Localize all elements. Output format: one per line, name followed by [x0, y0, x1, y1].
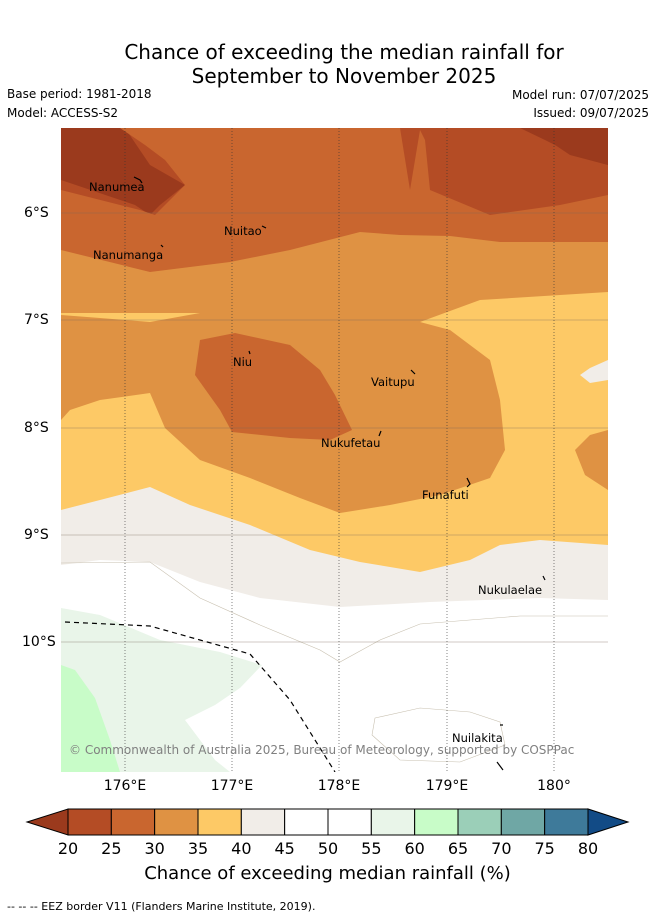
- colorbar-tick-35: 35: [187, 839, 209, 858]
- colorbar-cell-45-50: [284, 808, 329, 836]
- colorbar-cell-75-80: [544, 808, 589, 836]
- lon-label-180: 180°: [537, 778, 571, 794]
- lon-label-179e: 179°E: [425, 778, 469, 794]
- model-name: Model: ACCESS-S2: [7, 106, 119, 120]
- place-niu: Niu: [233, 355, 252, 369]
- band-60-65: [61, 665, 120, 772]
- band-30-inner-niu: [195, 333, 352, 440]
- colorbar-cell-70-75: [500, 808, 546, 836]
- colorbar-tick-40: 40: [231, 839, 252, 858]
- colorbar-cell-40-45: [240, 808, 286, 836]
- band-35-right-spot: [575, 430, 608, 490]
- lon-label-178e: 178°E: [317, 778, 361, 794]
- longitude-gridlines: [124, 128, 555, 772]
- colorbar-cell-30-35: [154, 808, 199, 836]
- copyright-notice: © Commonwealth of Australia 2025, Bureau…: [69, 743, 574, 757]
- title-line-1: Chance of exceeding the median rainfall …: [124, 40, 564, 64]
- place-nuilakita: Nuilakita: [452, 731, 503, 745]
- colorbar-tick-25: 25: [101, 839, 122, 858]
- place-nanumanga: Nanumanga: [93, 248, 163, 262]
- lat-label-8s: 8°S: [24, 420, 49, 436]
- eez-border-line: [64, 621, 336, 772]
- colorbar-tick-65: 65: [447, 839, 469, 858]
- band-20-top-right: [520, 128, 608, 165]
- lat-label-6s: 6°S: [24, 205, 49, 221]
- band-20-top-left: [61, 128, 185, 215]
- colorbar-tick-45: 45: [274, 839, 295, 858]
- rainfall-map: Nanumea Nanumanga Nuitao Niu Vaitupu Nuk…: [61, 128, 608, 772]
- colorbar-tick-55: 55: [361, 839, 382, 858]
- eez-note: -- -- -- EEZ border V11 (Flanders Marine…: [7, 900, 316, 913]
- colorbar-cell-25-30: [110, 808, 156, 836]
- colorbar-cell-50-55: [327, 808, 372, 836]
- colorbar-tick-80: 80: [577, 839, 599, 858]
- colorbar-cell-35-40: [197, 808, 242, 836]
- map-title: Chance of exceeding the median rainfall …: [0, 40, 655, 88]
- base-period: Base period: 1981-2018: [7, 87, 152, 101]
- colorbar-cell-20-25: [67, 808, 112, 836]
- colorbar-tick-30: 30: [144, 839, 165, 858]
- band-55-60: [61, 608, 262, 772]
- place-nuitao: Nuitao: [224, 224, 262, 238]
- colorbar-cells: [25, 808, 630, 836]
- place-nukulaelae: Nukulaelae: [478, 583, 542, 597]
- colorbar-tick-20: 20: [57, 839, 79, 858]
- issued-date: Issued: 09/07/2025: [533, 106, 649, 120]
- title-line-2: September to November 2025: [191, 64, 497, 88]
- lat-label-9s: 9°S: [24, 527, 49, 543]
- place-vaitupu: Vaitupu: [371, 375, 415, 389]
- colorbar-cell-55-60: [370, 808, 416, 836]
- model-run: Model run: 07/07/2025: [511, 88, 649, 102]
- colorbar-cell-60-65: [414, 808, 459, 836]
- colorbar-tick-70: 70: [491, 839, 512, 858]
- colorbar-tick-75: 75: [534, 839, 555, 858]
- colorbar-label: Chance of exceeding median rainfall (%): [144, 863, 511, 884]
- island-marks: [133, 176, 546, 771]
- place-nanumea: Nanumea: [89, 180, 145, 194]
- lat-label-10s: 10°S: [22, 634, 56, 650]
- colorbar-arrow-low: [25, 808, 69, 836]
- lat-label-7s: 7°S: [24, 312, 49, 328]
- colorbar-arrow-high: [587, 808, 630, 836]
- colorbar-tick-50: 50: [317, 839, 339, 858]
- colorbar-cell-65-70: [457, 808, 502, 836]
- latitude-gridlines: [61, 212, 608, 643]
- band-45-50-spot: [580, 360, 608, 383]
- lon-label-176e: 176°E: [103, 778, 147, 794]
- colorbar-tick-60: 60: [404, 839, 425, 858]
- place-nukufetau: Nukufetau: [321, 436, 380, 450]
- lon-label-177e: 177°E: [210, 778, 254, 794]
- place-funafuti: Funafuti: [422, 488, 469, 502]
